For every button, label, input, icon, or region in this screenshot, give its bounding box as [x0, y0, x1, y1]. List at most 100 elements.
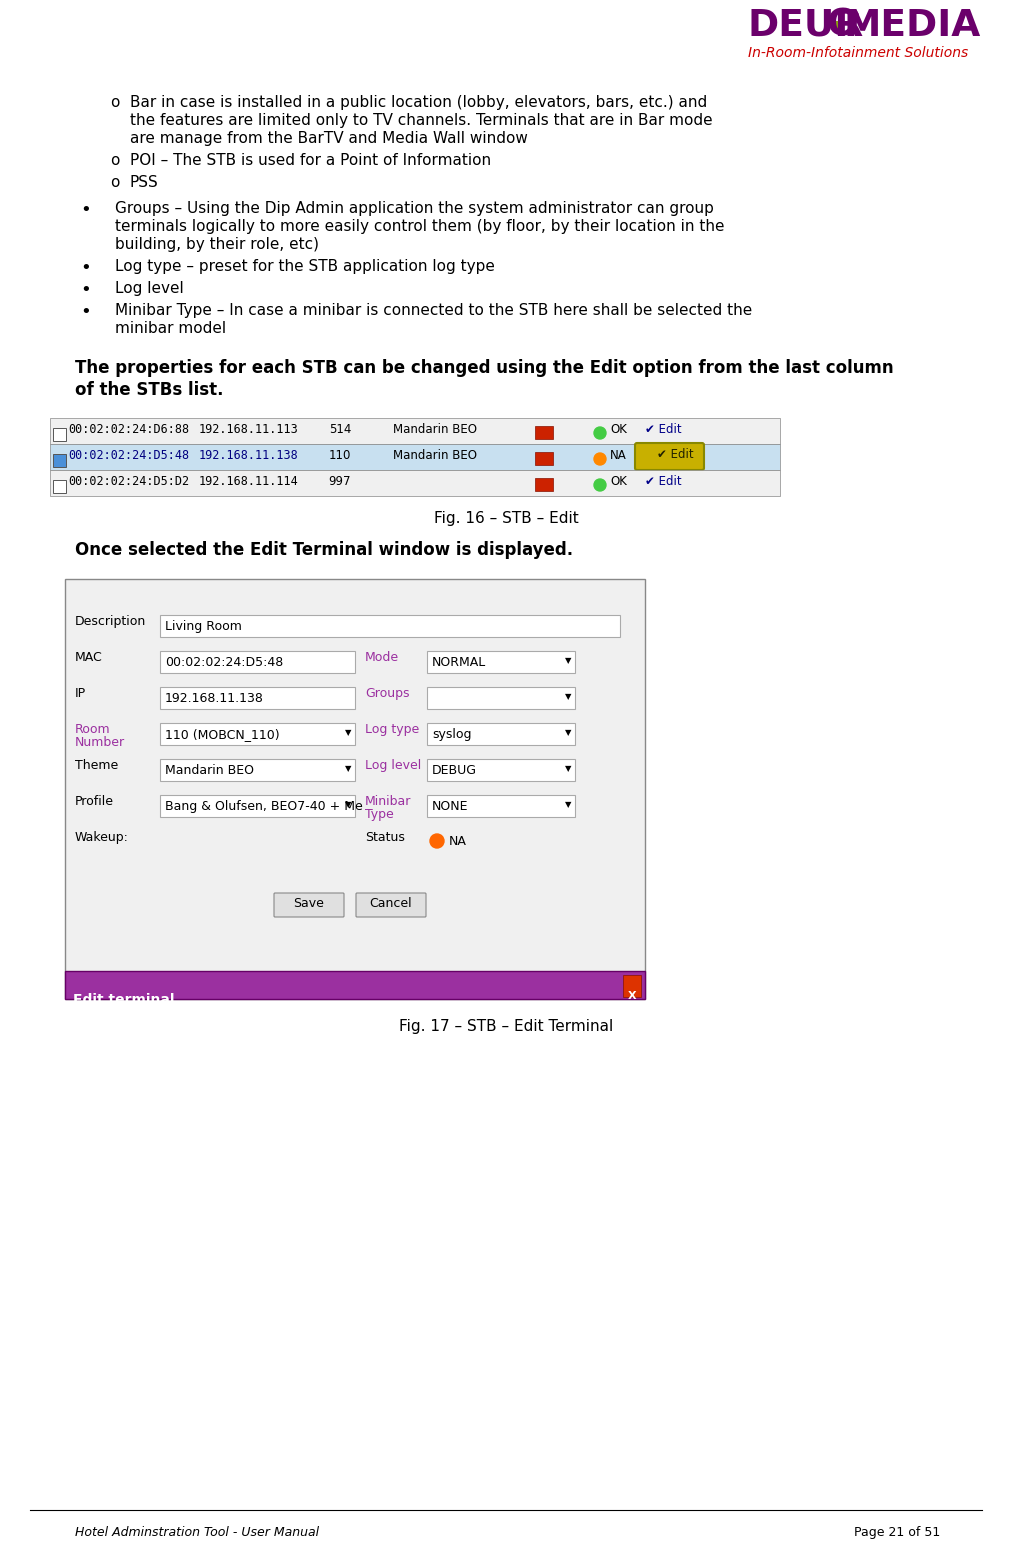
- FancyBboxPatch shape: [160, 688, 355, 709]
- FancyBboxPatch shape: [427, 723, 574, 745]
- Text: ▼: ▼: [564, 655, 571, 665]
- Text: Minibar Type – In case a minibar is connected to the STB here shall be selected : Minibar Type – In case a minibar is conn…: [115, 302, 751, 318]
- Text: PSS: PSS: [129, 174, 159, 190]
- Text: building, by their role, etc): building, by their role, etc): [115, 237, 318, 251]
- Text: 192.168.11.138: 192.168.11.138: [165, 692, 264, 705]
- Text: of the STBs list.: of the STBs list.: [75, 381, 223, 399]
- Text: Room: Room: [75, 723, 110, 736]
- Text: 192.168.11.114: 192.168.11.114: [199, 475, 298, 487]
- Text: •: •: [80, 281, 91, 299]
- Text: minibar model: minibar model: [115, 321, 225, 336]
- FancyBboxPatch shape: [535, 478, 552, 490]
- Text: ▼: ▼: [564, 800, 571, 810]
- Text: 00:02:02:24:D6:88: 00:02:02:24:D6:88: [68, 423, 189, 436]
- Text: 192.168.11.113: 192.168.11.113: [199, 423, 298, 436]
- FancyBboxPatch shape: [634, 443, 704, 470]
- Text: ✔ Edit: ✔ Edit: [644, 475, 681, 487]
- Text: terminals logically to more easily control them (by floor, by their location in : terminals logically to more easily contr…: [115, 219, 724, 234]
- Text: syslog: syslog: [432, 728, 471, 742]
- Text: Once selected the Edit Terminal window is displayed.: Once selected the Edit Terminal window i…: [75, 541, 572, 560]
- Text: Mode: Mode: [365, 651, 398, 665]
- Text: IP: IP: [75, 688, 86, 700]
- Text: ▼: ▼: [564, 763, 571, 773]
- FancyBboxPatch shape: [427, 688, 574, 709]
- Text: ▼: ▼: [345, 800, 351, 810]
- Text: DEUR: DEUR: [747, 8, 863, 45]
- Text: 110 (MOBCN_110): 110 (MOBCN_110): [165, 728, 279, 742]
- Text: DEBUG: DEBUG: [432, 763, 476, 777]
- Text: Save: Save: [293, 897, 325, 910]
- Text: Number: Number: [75, 736, 125, 749]
- Text: 110: 110: [329, 449, 351, 463]
- Text: The properties for each STB can be changed using the Edit option from the last c: The properties for each STB can be chang…: [75, 359, 893, 376]
- FancyBboxPatch shape: [50, 418, 779, 444]
- Text: Edit terminal: Edit terminal: [73, 993, 174, 1007]
- FancyBboxPatch shape: [427, 651, 574, 672]
- Text: POI – The STB is used for a Point of Information: POI – The STB is used for a Point of Inf…: [129, 153, 490, 168]
- FancyBboxPatch shape: [65, 971, 644, 999]
- Text: Profile: Profile: [75, 796, 114, 808]
- FancyBboxPatch shape: [160, 723, 355, 745]
- Text: •: •: [80, 302, 91, 321]
- Text: •: •: [80, 200, 91, 219]
- Text: 514: 514: [329, 423, 351, 436]
- Text: Type: Type: [365, 808, 393, 820]
- Text: OK: OK: [610, 475, 626, 487]
- Text: 00:02:02:24:D5:D2: 00:02:02:24:D5:D2: [68, 475, 189, 487]
- Text: o: o: [110, 96, 119, 109]
- FancyBboxPatch shape: [427, 796, 574, 817]
- FancyBboxPatch shape: [160, 615, 620, 637]
- Circle shape: [430, 834, 444, 848]
- FancyBboxPatch shape: [53, 429, 66, 441]
- Text: 192.168.11.138: 192.168.11.138: [199, 449, 298, 463]
- Text: NA: NA: [610, 449, 626, 463]
- Text: Log type – preset for the STB application log type: Log type – preset for the STB applicatio…: [115, 259, 494, 274]
- Text: ▼: ▼: [564, 728, 571, 737]
- Text: Wakeup:: Wakeup:: [75, 831, 128, 843]
- Text: Log level: Log level: [115, 281, 184, 296]
- Text: MAC: MAC: [75, 651, 103, 665]
- Text: X: X: [627, 992, 636, 1001]
- FancyBboxPatch shape: [623, 975, 640, 998]
- FancyBboxPatch shape: [535, 426, 552, 439]
- Text: Hotel Adminstration Tool - User Manual: Hotel Adminstration Tool - User Manual: [75, 1527, 318, 1539]
- Text: Mandarin BEO: Mandarin BEO: [165, 763, 254, 777]
- FancyBboxPatch shape: [50, 444, 779, 470]
- Text: o: o: [110, 174, 119, 190]
- FancyBboxPatch shape: [160, 651, 355, 672]
- Text: 00:02:02:24:D5:48: 00:02:02:24:D5:48: [68, 449, 189, 463]
- Text: Status: Status: [365, 831, 404, 843]
- Text: Bar in case is installed in a public location (lobby, elevators, bars, etc.) and: Bar in case is installed in a public loc…: [129, 96, 707, 109]
- Text: o: o: [110, 153, 119, 168]
- Text: Groups – Using the Dip Admin application the system administrator can group: Groups – Using the Dip Admin application…: [115, 200, 713, 216]
- Text: are manage from the BarTV and Media Wall window: are manage from the BarTV and Media Wall…: [129, 131, 528, 146]
- FancyBboxPatch shape: [50, 470, 779, 497]
- Text: Minibar: Minibar: [365, 796, 410, 808]
- Text: ▼: ▼: [345, 728, 351, 737]
- Text: 997: 997: [329, 475, 351, 487]
- Text: Bang & Olufsen, BEO7-40 + Me: Bang & Olufsen, BEO7-40 + Me: [165, 800, 362, 813]
- Text: Cancel: Cancel: [369, 897, 411, 910]
- FancyBboxPatch shape: [535, 452, 552, 466]
- Text: Living Room: Living Room: [165, 620, 242, 634]
- FancyBboxPatch shape: [160, 796, 355, 817]
- Text: In-Room-Infotainment Solutions: In-Room-Infotainment Solutions: [747, 46, 968, 60]
- Text: Fig. 17 – STB – Edit Terminal: Fig. 17 – STB – Edit Terminal: [398, 1019, 613, 1035]
- Text: Mandarin BEO: Mandarin BEO: [392, 423, 476, 436]
- Text: Description: Description: [75, 615, 147, 628]
- FancyBboxPatch shape: [65, 578, 644, 999]
- Circle shape: [593, 427, 606, 439]
- Text: ✔ Edit: ✔ Edit: [644, 423, 681, 436]
- Text: ✔ Edit: ✔ Edit: [656, 449, 693, 461]
- Text: Fig. 16 – STB – Edit: Fig. 16 – STB – Edit: [433, 510, 578, 526]
- Text: NORMAL: NORMAL: [432, 655, 485, 669]
- FancyBboxPatch shape: [53, 480, 66, 493]
- FancyBboxPatch shape: [830, 22, 839, 29]
- FancyBboxPatch shape: [427, 759, 574, 780]
- FancyBboxPatch shape: [53, 453, 66, 467]
- Text: 00:02:02:24:D5:48: 00:02:02:24:D5:48: [165, 655, 283, 669]
- Text: NA: NA: [449, 836, 466, 848]
- Text: Mandarin BEO: Mandarin BEO: [392, 449, 476, 463]
- FancyBboxPatch shape: [274, 893, 344, 917]
- Text: Theme: Theme: [75, 759, 118, 773]
